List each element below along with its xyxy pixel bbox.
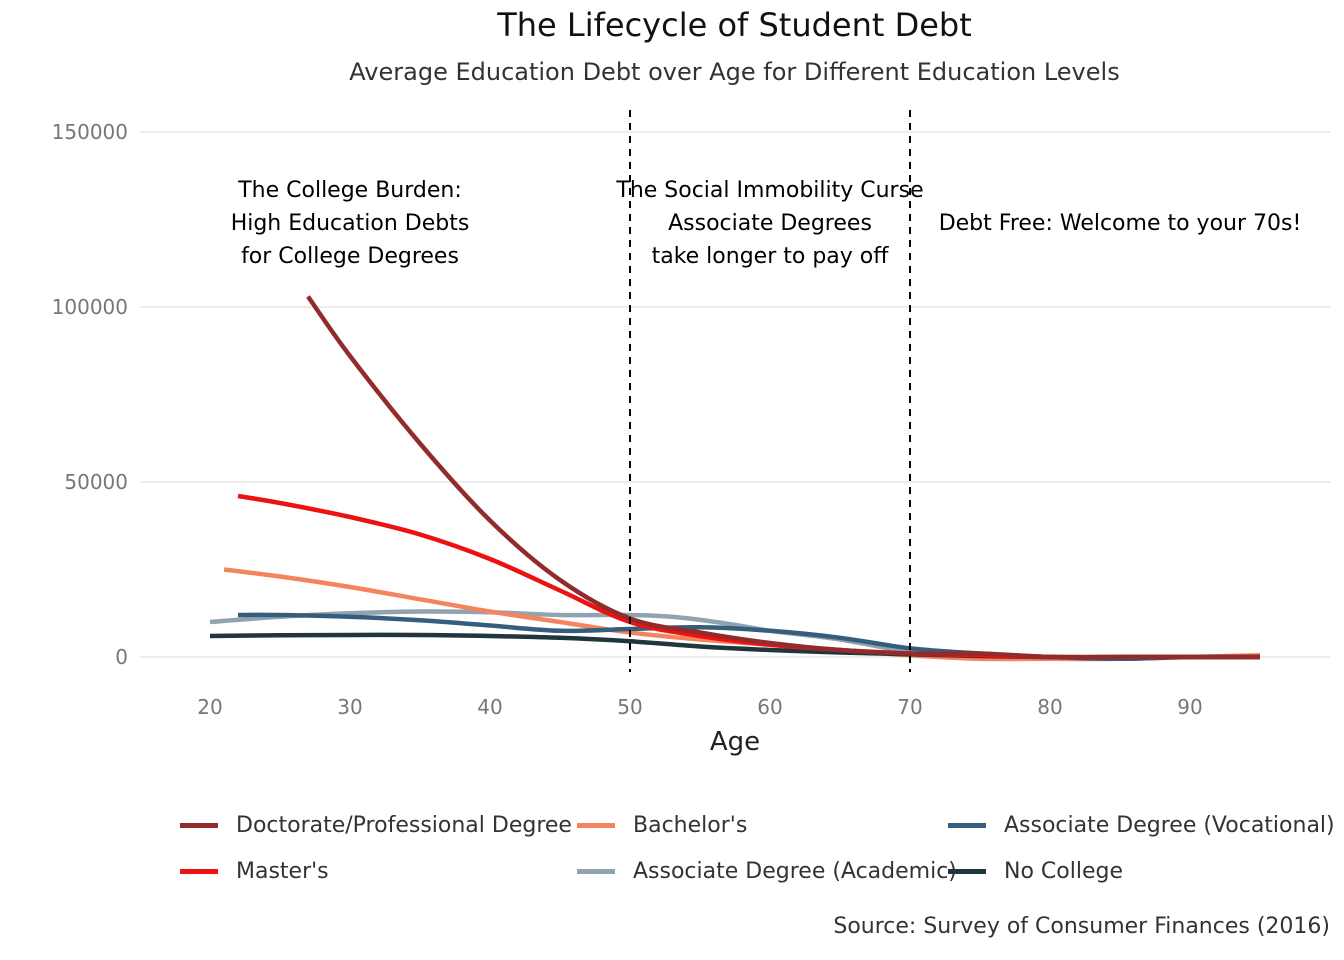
legend-swatch <box>577 822 615 828</box>
x-tick-label: 50 <box>617 695 642 719</box>
legend-item: Associate Degree (Academic) <box>577 851 957 891</box>
legend-swatch <box>180 868 218 874</box>
annotation-text: High Education Debts <box>231 211 470 236</box>
legend-item: Doctorate/Professional Degree <box>180 805 572 845</box>
x-tick-label: 90 <box>1177 695 1202 719</box>
series-line-doctorate-professional-degree <box>306 295 1260 660</box>
x-tick-label: 40 <box>477 695 502 719</box>
source-caption: Source: Survey of Consumer Finances (201… <box>833 914 1330 939</box>
x-tick-label: 60 <box>757 695 782 719</box>
annotation-text: Associate Degrees <box>668 211 872 236</box>
x-tick-label: 70 <box>897 695 922 719</box>
x-tick-label: 80 <box>1037 695 1062 719</box>
annotation-text: take longer to pay off <box>652 244 890 269</box>
legend-swatch <box>577 868 615 874</box>
legend-label: Doctorate/Professional Degree <box>236 812 572 838</box>
vline-layer <box>629 110 911 672</box>
chart-subtitle: Average Education Debt over Age for Diff… <box>349 58 1120 86</box>
chart-title: The Lifecycle of Student Debt <box>497 6 972 44</box>
legend-label: Associate Degree (Academic) <box>633 858 957 884</box>
y-tick-label: 100000 <box>52 295 128 319</box>
legend-item: Associate Degree (Vocational) <box>948 805 1335 845</box>
y-tick-label: 150000 <box>52 120 128 144</box>
annotation-text: The College Burden: <box>237 178 462 203</box>
legend-swatch <box>180 822 218 828</box>
x-tick-label: 30 <box>337 695 362 719</box>
x-tick-label: 20 <box>197 695 222 719</box>
annotation-text: The Social Immobility Curse <box>615 178 923 203</box>
annotation-text: Debt Free: Welcome to your 70s! <box>939 211 1302 236</box>
legend-label: Associate Degree (Vocational) <box>1004 812 1335 838</box>
legend-swatch <box>948 868 986 874</box>
legend-label: Master's <box>236 858 329 884</box>
legend: Doctorate/Professional Degree Master's Bac… <box>180 805 1340 905</box>
series-layer <box>209 295 1261 662</box>
legend-swatch <box>948 822 986 828</box>
annotation-text: for College Degrees <box>241 244 459 269</box>
x-axis-label: Age <box>710 727 760 757</box>
legend-item: Bachelor's <box>577 805 747 845</box>
tick-layer: 0 50000 100000 150000 20 30 40 50 60 70 80 90 <box>52 120 1203 719</box>
legend-label: Bachelor's <box>633 812 748 838</box>
legend-item: No College <box>948 851 1123 891</box>
annotation-layer: The College Burden: High Education Debts f… <box>231 178 1302 269</box>
y-tick-label: 0 <box>115 645 128 669</box>
legend-label: No College <box>1004 858 1123 884</box>
legend-item: Master's <box>180 851 329 891</box>
y-tick-label: 50000 <box>64 470 128 494</box>
